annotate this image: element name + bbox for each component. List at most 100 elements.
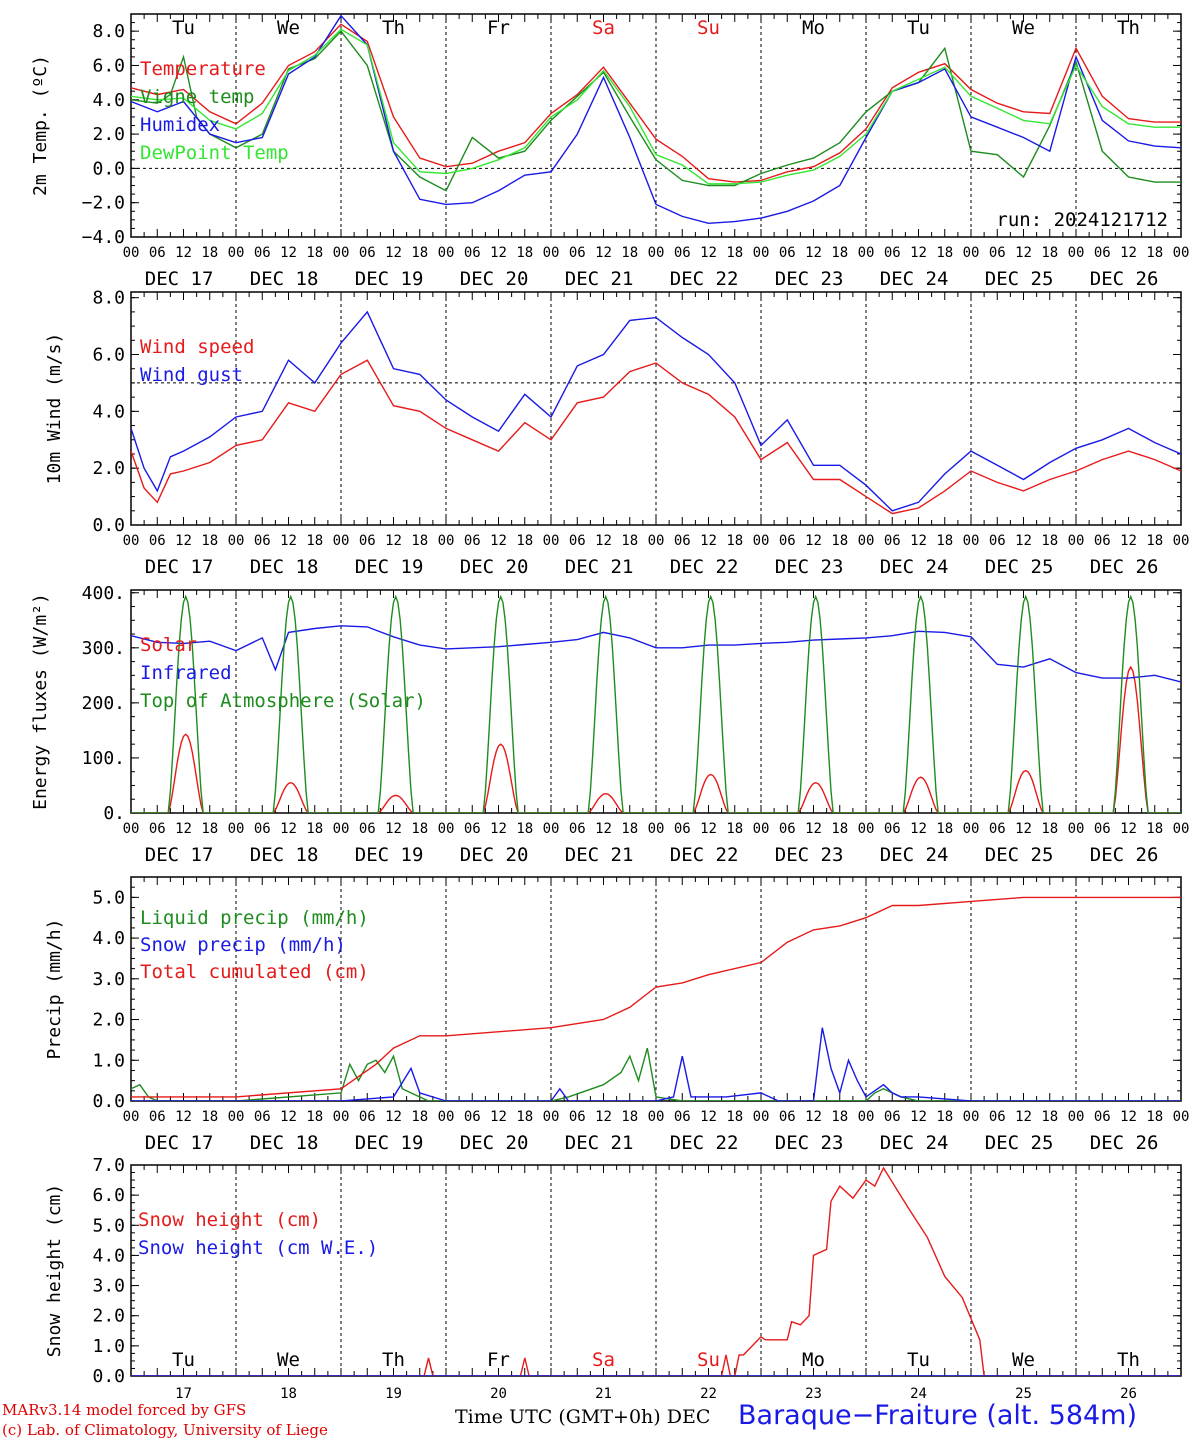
hour-label: 00 [648,821,665,837]
date-label: DEC 19 [355,268,424,290]
date-label: DEC 17 [145,268,214,290]
date-label: DEC 19 [355,1132,424,1154]
series-line-temperature [131,23,1181,183]
y-tick-label: 6.0 [92,55,125,76]
y-tick-label: 4.0 [92,401,125,422]
hour-label: 18 [831,821,848,837]
date-label: DEC 24 [880,556,949,578]
hour-label: 00 [333,821,350,837]
hour-label: 06 [779,245,796,261]
weekday-label: Fr [487,17,510,39]
hour-label: 00 [228,533,245,549]
y-tick-label: 6.0 [92,1185,125,1206]
hour-label: 12 [700,533,717,549]
hour-label: 12 [385,245,402,261]
hour-label: 00 [753,533,770,549]
hour-label: 12 [805,1109,822,1125]
hour-label: 00 [1173,533,1190,549]
hour-label: 12 [175,245,192,261]
y-tick-label: 0.0 [92,515,125,536]
hour-label: 12 [280,1109,297,1125]
y-tick-label: 0.0 [92,1366,125,1387]
date-label: DEC 24 [880,1132,949,1154]
legend-entry: DewPoint Temp [140,142,289,164]
hour-label: 06 [674,245,691,261]
date-label: DEC 25 [985,844,1054,866]
hour-label: 00 [438,533,455,549]
weekday-label-bottom: Sa [592,1349,615,1371]
legend-entry: Wind gust [140,364,243,386]
y-tick-label: 4.0 [92,928,125,949]
hour-label: 00 [1068,1109,1085,1125]
hour-label: 18 [516,245,533,261]
hour-label: 06 [569,245,586,261]
date-label: DEC 17 [145,1132,214,1154]
y-tick-label: 0. [103,803,125,824]
hour-label: 06 [884,821,901,837]
weekday-label: We [1012,17,1035,39]
hour-label: 12 [280,533,297,549]
hour-label: 06 [1094,245,1111,261]
y-tick-label: 1.0 [92,1050,125,1071]
hour-label: 00 [438,245,455,261]
hour-label: 06 [149,1109,166,1125]
hour-label: 00 [963,245,980,261]
hour-label: 00 [543,1109,560,1125]
y-axis-label: Energy fluxes (W/m²) [30,593,51,810]
legend-entry: Total cumulated (cm) [140,961,369,983]
hour-label: 12 [385,533,402,549]
y-axis-label: Precip (mm/h) [44,919,65,1060]
day-number: 18 [280,1386,297,1402]
date-label: DEC 24 [880,268,949,290]
hour-label: 12 [700,821,717,837]
date-label: DEC 26 [1090,268,1159,290]
hour-label: 12 [385,1109,402,1125]
hour-label: 00 [858,1109,875,1125]
date-label: DEC 23 [775,556,844,578]
hour-label: 00 [753,821,770,837]
hour-label: 06 [359,1109,376,1125]
y-tick-label: 6.0 [92,345,125,366]
y-tick-label: 3.0 [92,1276,125,1297]
hour-label: 12 [490,533,507,549]
legend-entry: Liquid precip (mm/h) [140,907,369,929]
hour-label: 00 [123,533,140,549]
model-credit: MARv3.14 model forced by GFS (c) Lab. of… [2,1400,328,1440]
hour-label: 12 [280,245,297,261]
series-line-dewpoint-temp [131,28,1181,185]
date-label: DEC 21 [565,556,634,578]
date-label: DEC 24 [880,844,949,866]
hour-label: 12 [595,533,612,549]
weekday-label: Th [1117,17,1140,39]
hour-label: 18 [1146,1109,1163,1125]
day-number: 19 [385,1386,402,1402]
series-line-total-cumulated-cm- [131,896,1181,1098]
hour-label: 06 [674,821,691,837]
series-line-wind-gust [131,310,1181,512]
hour-label: 18 [831,245,848,261]
hour-label: 12 [1120,245,1137,261]
hour-label: 06 [359,245,376,261]
hour-label: 12 [490,821,507,837]
y-tick-label: 400. [82,583,125,604]
hour-label: 18 [936,1109,953,1125]
hour-label: 12 [805,821,822,837]
weekday-label: Th [382,17,405,39]
series-line-top-of-atmosphere-solar- [131,594,1181,813]
date-label: DEC 25 [985,556,1054,578]
credit-line-1: MARv3.14 model forced by GFS [2,1401,247,1419]
hour-label: 06 [569,533,586,549]
y-tick-label: 0.0 [92,1091,125,1112]
hour-label: 06 [1094,821,1111,837]
day-number: 24 [910,1386,927,1402]
series-line-snow-precip-mm-h- [131,1027,1181,1101]
date-label: DEC 25 [985,1132,1054,1154]
hour-label: 06 [989,533,1006,549]
hour-label: 06 [1094,533,1111,549]
date-label: DEC 21 [565,844,634,866]
hour-label: 12 [595,1109,612,1125]
hour-label: 00 [228,821,245,837]
weekday-label-bottom: We [277,1349,300,1371]
y-tick-label: 2.0 [92,1010,125,1031]
y-tick-label: −4.0 [82,227,125,248]
